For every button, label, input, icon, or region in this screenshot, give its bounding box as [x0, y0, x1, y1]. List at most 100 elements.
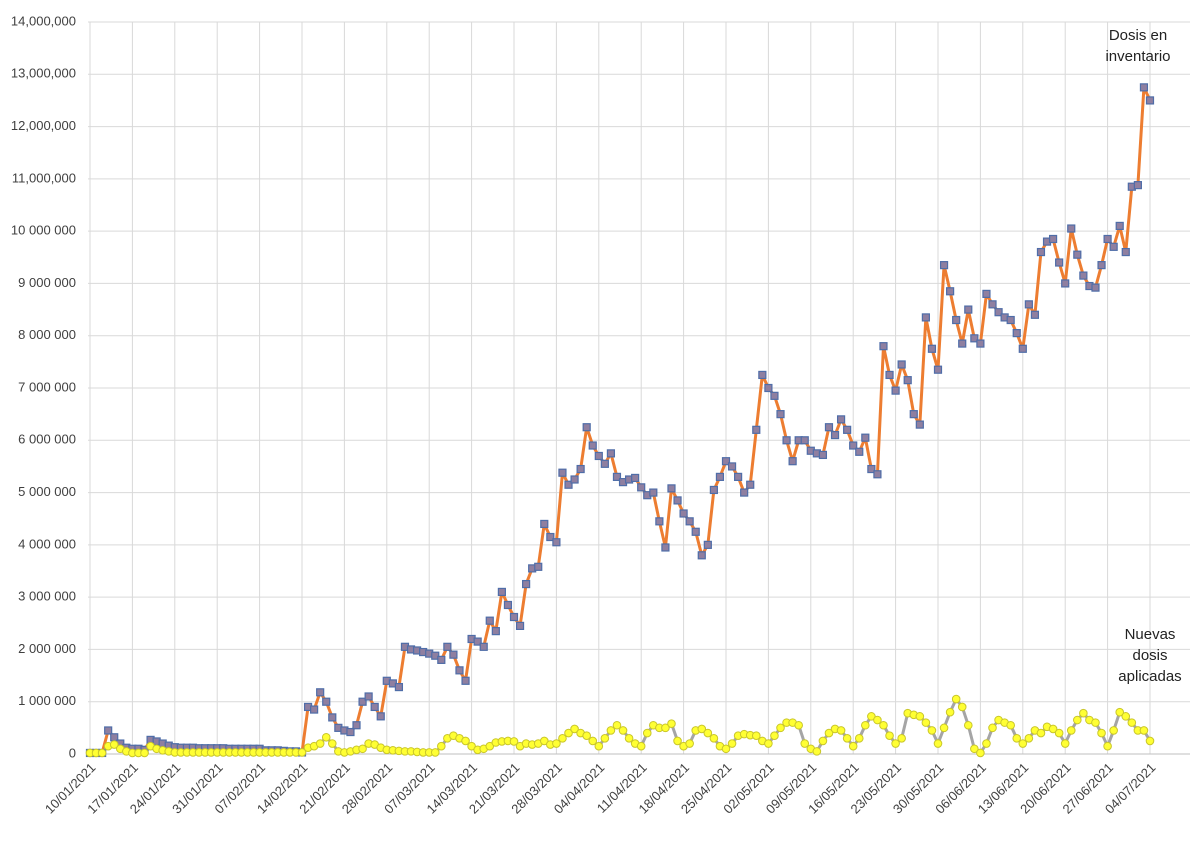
point	[327, 739, 337, 748]
point	[588, 441, 597, 450]
point	[848, 741, 858, 751]
point	[703, 540, 712, 549]
point	[636, 741, 646, 751]
point	[612, 472, 622, 481]
point	[1012, 329, 1021, 338]
point	[612, 720, 622, 730]
point	[933, 739, 943, 748]
point	[297, 748, 307, 757]
y-tick-label: 2 000 000	[18, 641, 76, 656]
point	[649, 488, 658, 497]
point	[485, 616, 494, 625]
point	[915, 712, 925, 721]
point	[509, 612, 519, 622]
point	[443, 642, 452, 651]
point	[970, 744, 979, 754]
point	[770, 731, 779, 741]
point	[637, 483, 646, 492]
point	[655, 517, 664, 526]
point	[824, 423, 834, 432]
point	[1145, 736, 1155, 746]
point	[964, 305, 973, 314]
point	[370, 702, 379, 712]
point	[679, 509, 688, 518]
point	[1030, 310, 1040, 319]
point	[752, 425, 761, 434]
point	[552, 538, 561, 547]
point	[473, 637, 482, 646]
point	[1018, 344, 1027, 353]
point	[897, 360, 906, 369]
point	[800, 739, 810, 748]
y-tick-label: 9 000 000	[18, 275, 76, 290]
point	[849, 441, 858, 450]
point	[824, 728, 834, 738]
point	[642, 728, 652, 738]
point	[1066, 726, 1076, 735]
point	[1127, 718, 1137, 727]
point	[909, 410, 918, 419]
y-tick-label: 4 000 000	[18, 536, 76, 551]
point	[594, 741, 604, 751]
point	[885, 370, 894, 380]
point	[564, 728, 573, 738]
point	[564, 480, 573, 489]
point	[903, 376, 912, 385]
point	[558, 468, 567, 477]
point	[1109, 242, 1118, 251]
point	[933, 365, 943, 374]
point	[624, 734, 634, 743]
series-annotation: Nuevas dosis aplicadas	[1118, 626, 1182, 685]
point	[836, 415, 846, 424]
point	[685, 517, 694, 526]
point	[600, 734, 610, 743]
point	[709, 485, 718, 495]
point	[879, 720, 888, 730]
series-annotation: Dosis en inventario	[1105, 27, 1171, 65]
point	[800, 436, 809, 445]
point	[346, 727, 355, 737]
point	[746, 480, 755, 489]
point	[352, 721, 361, 730]
point	[945, 707, 955, 717]
point	[552, 739, 561, 748]
y-tick-label: 12,000,000	[11, 118, 76, 133]
point	[1024, 734, 1034, 743]
point	[776, 723, 785, 733]
point	[358, 744, 367, 754]
point	[855, 447, 864, 456]
point	[703, 728, 713, 738]
point	[140, 748, 149, 758]
point	[685, 739, 694, 748]
point	[582, 731, 591, 741]
point	[988, 723, 997, 733]
point	[1133, 181, 1142, 190]
point	[104, 726, 113, 735]
point	[479, 642, 488, 651]
point	[764, 739, 773, 748]
point	[1121, 712, 1131, 721]
point	[836, 726, 846, 735]
point	[1067, 224, 1076, 233]
point	[709, 734, 719, 743]
point	[927, 344, 937, 353]
point	[939, 261, 949, 270]
point	[97, 748, 107, 758]
point	[951, 694, 961, 704]
point	[758, 370, 767, 380]
point	[606, 449, 616, 458]
point	[376, 712, 385, 721]
point	[455, 666, 464, 675]
point	[582, 423, 591, 432]
point	[782, 436, 791, 445]
point	[322, 697, 331, 706]
y-tick-label: 14,000,000	[11, 13, 76, 28]
point	[854, 734, 864, 743]
point	[1036, 247, 1046, 257]
point	[994, 308, 1003, 317]
point	[982, 289, 991, 298]
point	[776, 410, 785, 419]
point	[673, 736, 682, 746]
series-line	[90, 85, 1152, 755]
